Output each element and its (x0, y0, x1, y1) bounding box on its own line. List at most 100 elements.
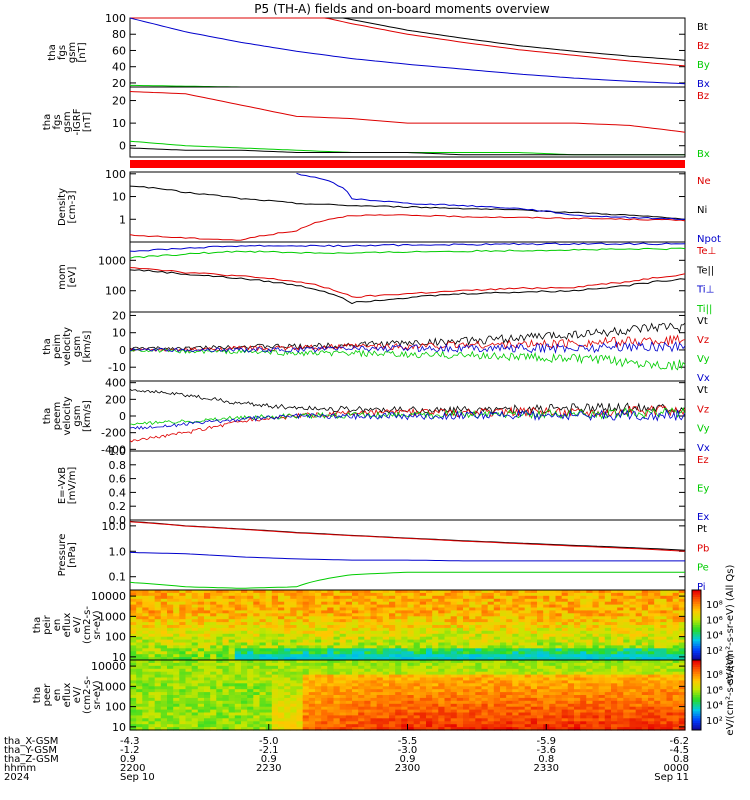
spectrogram-cell (635, 706, 643, 711)
spectrogram-cell (389, 721, 396, 725)
spectrogram-cell (167, 718, 174, 722)
spectrogram-cell (438, 601, 446, 606)
spectrogram-cell (253, 706, 261, 711)
spectrogram-cell (401, 630, 409, 635)
spectrogram-cell (580, 724, 587, 728)
spectrogram-cell (130, 648, 137, 652)
spectrogram-cell (228, 724, 236, 728)
spectrogram-cell (611, 610, 618, 614)
spectrogram-cell (611, 660, 618, 664)
spectrogram-cell (228, 590, 236, 594)
spectrogram-cell (524, 657, 532, 661)
legend-entry: Te⊥ (696, 246, 716, 257)
spectrogram-cell (382, 590, 390, 594)
y-tick-label: 1.0 (109, 545, 127, 558)
spectrogram-cell (216, 677, 224, 681)
spectrogram-cell (537, 604, 544, 609)
spectrogram-cell (567, 695, 575, 699)
spectrogram-cell (592, 689, 600, 693)
spectrogram-cell (271, 712, 279, 716)
spectrogram-cell (210, 607, 217, 611)
spectrogram-cell (296, 613, 304, 617)
spectrogram-cell (265, 613, 273, 617)
spectrogram-cell (352, 689, 359, 693)
y-tick-label: 1000 (98, 254, 126, 267)
spectrogram-cell (148, 660, 156, 664)
spectrogram-cell (629, 610, 637, 614)
spectrogram-cell (154, 724, 162, 728)
spectrogram-cell (179, 727, 187, 731)
spectrogram-cell (598, 590, 606, 594)
spectrogram-cell (130, 700, 137, 705)
spectrogram-cell (321, 610, 328, 614)
spectrogram-cell (524, 642, 532, 646)
legend-entry: Vy (697, 354, 710, 365)
spectrogram-cell (543, 633, 550, 638)
spectrogram-cell (308, 622, 316, 626)
spectrogram-cell (537, 718, 544, 722)
spectrogram-cell (549, 674, 557, 679)
spectrogram-cell (191, 680, 199, 684)
spectrogram-cell (555, 654, 563, 658)
spectrogram-cell (222, 619, 230, 623)
spectrogram-cell (278, 686, 285, 690)
spectrogram-cell (179, 680, 187, 684)
spectrogram-cell (315, 680, 322, 684)
spectrogram-cell (500, 630, 507, 635)
spectrogram-cell (635, 697, 643, 702)
spectrogram-cell (345, 683, 353, 687)
spectrogram-cell (142, 627, 150, 632)
spectrogram-cell (623, 610, 631, 614)
spectrogram-cell (660, 662, 668, 667)
spectrogram-cell (518, 697, 526, 702)
spectrogram-cell (401, 592, 409, 597)
spectrogram-cell (592, 680, 600, 684)
series-line-Ti⊥ (129, 242, 686, 252)
spectrogram-cell (210, 671, 217, 676)
spectrogram-cell (204, 651, 211, 655)
spectrogram-cell (352, 692, 359, 696)
spectrogram-cell (419, 654, 427, 658)
spectrogram-cell (333, 595, 341, 600)
spectrogram-cell (678, 709, 686, 714)
spectrogram-cell (148, 613, 156, 617)
spectrogram-cell (327, 662, 335, 667)
spectrogram-cell (487, 607, 495, 611)
spectrogram-cell (370, 703, 378, 708)
spectrogram-cell (345, 721, 353, 725)
spectrogram-cell (241, 671, 248, 676)
spectrogram-cell (574, 709, 581, 714)
spectrogram-cell (660, 592, 668, 597)
spectrogram-cell (302, 665, 310, 670)
spectrogram-cell (456, 724, 464, 728)
spectrogram-cell (290, 636, 298, 641)
spectrogram-cell (228, 680, 236, 684)
spectrogram-cell (142, 590, 150, 594)
spectrogram-cell (333, 697, 341, 702)
spectrogram-cell (469, 630, 476, 635)
spectrogram-cell (549, 686, 557, 690)
spectrogram-cell (265, 627, 273, 632)
spectrogram-cell (179, 619, 187, 623)
spectrogram-cell (364, 689, 372, 693)
spectrogram-cell (382, 721, 390, 725)
spectrogram-cell (450, 706, 458, 711)
spectrogram-cell (475, 724, 483, 728)
spectrogram-cell (611, 718, 618, 722)
spectrogram-cell (500, 665, 507, 670)
spectrogram-cell (574, 695, 581, 699)
spectrogram-cell (160, 636, 168, 641)
spectrogram-cell (308, 721, 316, 725)
spectrogram-cell (376, 668, 384, 673)
spectrogram-cell (555, 715, 563, 719)
spectrogram-cell (333, 709, 341, 714)
spectrogram-cell (419, 715, 427, 719)
spectrogram-cell (308, 595, 316, 600)
spectrogram-cell (567, 616, 575, 620)
y-axis-label: velocity (62, 327, 73, 366)
spectrogram-cell (549, 671, 557, 676)
spectrogram-cell (296, 622, 304, 626)
spectrogram-cell (241, 654, 248, 658)
spectrogram-cell (302, 671, 310, 676)
spectrogram-cell (333, 721, 341, 725)
